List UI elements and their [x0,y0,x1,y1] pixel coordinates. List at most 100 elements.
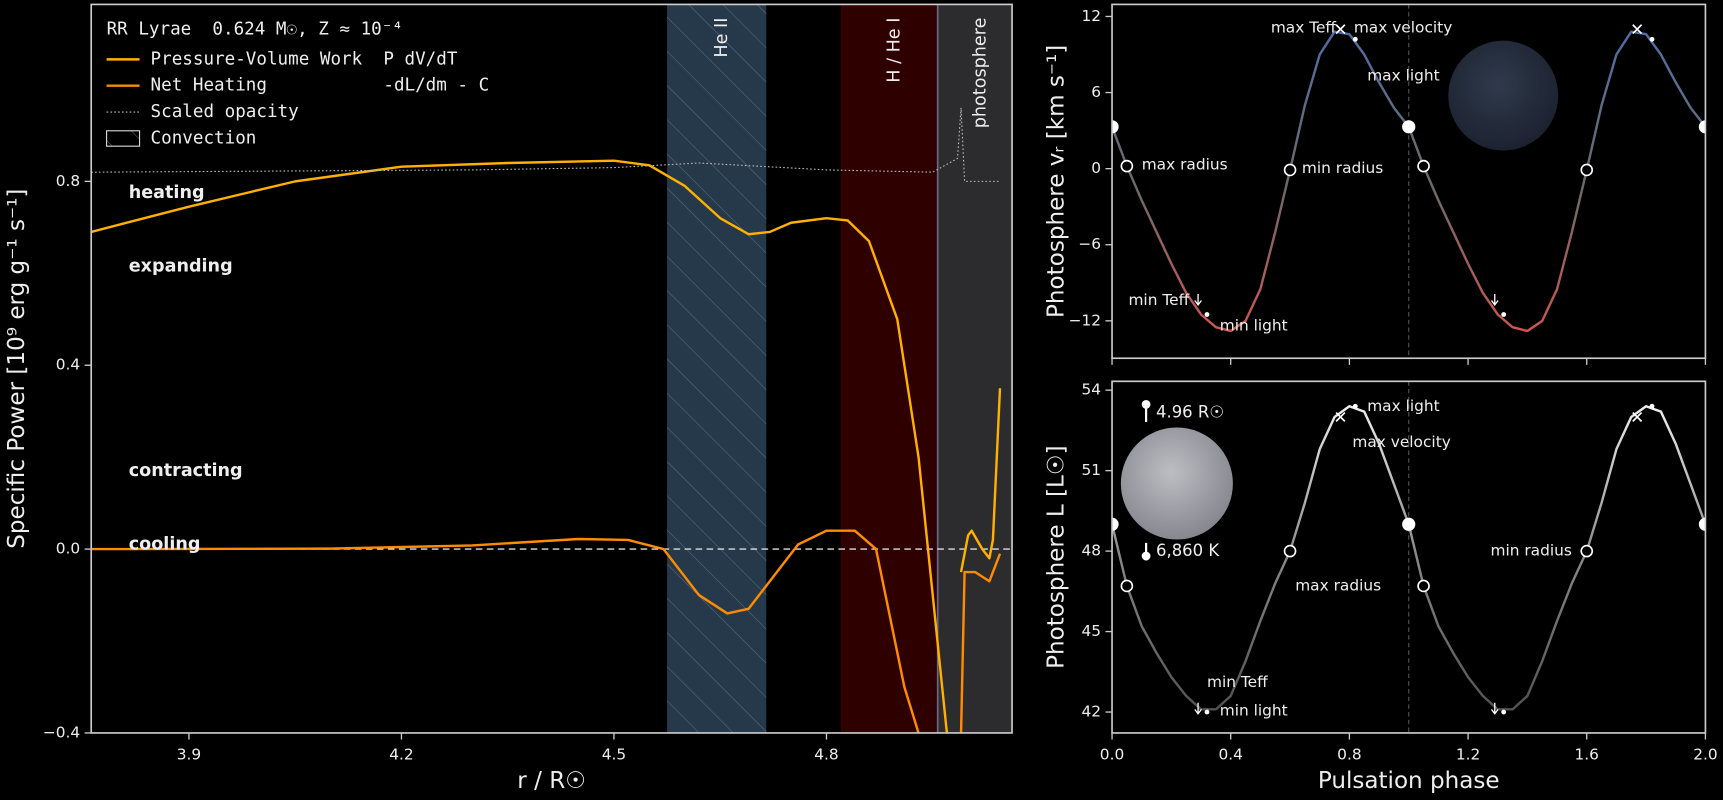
phase-marker [1698,120,1706,134]
plot-area [1112,4,1706,359]
point-marker [1501,312,1507,317]
radius-marker [1120,159,1134,173]
teff-marker [1335,24,1346,35]
x-tick-label: 0.8 [1337,745,1361,763]
radius-marker [1120,579,1134,593]
annotation: max radius [1142,155,1228,173]
annotation: max velocity [1354,18,1452,36]
phase-marker [1112,517,1119,531]
teff-min-marker [1194,293,1202,307]
teff-min-marker [1194,702,1202,715]
x-tick-label: 0.4 [1218,745,1242,763]
radius-marker [1580,163,1594,177]
x-tick-label: 0.0 [1100,745,1124,763]
legend-label: Net Heating -dL/dm - C [151,76,490,96]
annotation: contracting [129,461,243,481]
annotation: max velocity [1352,433,1450,451]
phase-marker [1402,517,1416,531]
region-label: He II [712,18,732,58]
teff-min-marker [1490,293,1499,307]
x-tick-label: 4.2 [389,745,413,763]
annotation: heating [129,183,205,203]
x-tick-label: 3.9 [177,745,201,763]
radius-marker [1417,579,1430,593]
teff-marker [1335,412,1346,422]
series-line [91,107,1000,182]
teff-marker [1632,412,1643,422]
annotation: min Teff [1128,291,1189,309]
radius-marker [1580,544,1594,558]
annotation: min radius [1302,159,1383,177]
y-tick-label: 48 [1081,542,1101,560]
convection-hatch [667,4,767,733]
y-tick-label: 45 [1081,622,1101,640]
region-label: H / He I [885,18,905,83]
point-marker [1649,403,1655,409]
y-tick-label: −6 [1078,235,1101,253]
y-axis-label: Specific Power [10⁹ erg g⁻¹ s⁻¹] [4,189,30,549]
legend-label: Pressure-Volume Work P dV/dT [151,49,458,69]
x-tick-label: 1.2 [1456,745,1480,763]
series-line [91,159,1002,733]
y-tick-label: 51 [1081,461,1101,479]
annotation: min Teff [1207,673,1268,691]
region [937,4,1013,733]
annotation: cooling [129,534,201,554]
y-tick-label: 0.8 [56,172,80,190]
plot-area [91,4,1013,733]
y-tick-label: 6 [1091,83,1101,101]
x-tick-label: 4.5 [602,745,626,763]
plot-area [1112,381,1706,733]
point-marker [1501,709,1507,715]
y-axis-label: Photosphere vᵣ [km s⁻¹] [1044,45,1070,318]
y-axis-label: Photosphere L [L☉] [1044,445,1070,668]
annotation: min radius [1490,542,1571,560]
point-marker [1204,709,1210,715]
legend-swatch [106,130,141,147]
teff-label: 6,860 K [1156,541,1220,560]
radius-marker [1417,159,1430,173]
radius-marker [1283,544,1297,558]
x-axis-label: Pulsation phase [1318,768,1500,794]
phase-marker [1112,120,1119,134]
y-tick-label: 42 [1081,703,1101,721]
point-marker [1352,403,1358,409]
phase-marker [1698,517,1706,531]
axes-frame [90,3,1013,734]
annotation: min light [1220,316,1288,334]
x-tick-label: 4.8 [814,745,838,763]
radius-icon [1141,400,1151,409]
point-marker [1352,36,1358,42]
y-tick-label: 54 [1081,381,1101,399]
y-tick-label: 0.4 [56,356,80,374]
y-tick-label: −12 [1069,311,1101,329]
region-label: photosphere [970,18,990,129]
teff-icon [1141,551,1151,561]
annotation: max light [1367,67,1439,85]
y-tick-label: 12 [1081,7,1101,25]
legend-label: Convection [151,128,257,148]
legend-label: Scaled opacity [151,102,299,122]
annotation: expanding [129,256,233,276]
y-tick-label: 0.0 [56,540,80,558]
axes-frame [1111,380,1707,734]
series-line [91,529,1002,733]
radius-label: 4.96 R☉ [1156,403,1224,422]
region [840,4,938,733]
annotation: max light [1367,397,1439,415]
y-tick-label: −0.4 [43,723,80,741]
x-axis-label: r / R☉ [517,768,586,794]
annotation: min light [1220,701,1288,719]
star-disk [1120,427,1233,540]
teff-min-marker [1490,702,1499,715]
annotation: max radius [1295,576,1381,594]
star-disk [1448,40,1559,151]
point-marker [1649,36,1655,42]
teff-marker [1632,24,1643,35]
annotation: max Teff [1271,18,1337,36]
x-tick-label: 1.6 [1575,745,1599,763]
x-tick-label: 2.0 [1693,745,1717,763]
radius-marker [1283,163,1297,177]
